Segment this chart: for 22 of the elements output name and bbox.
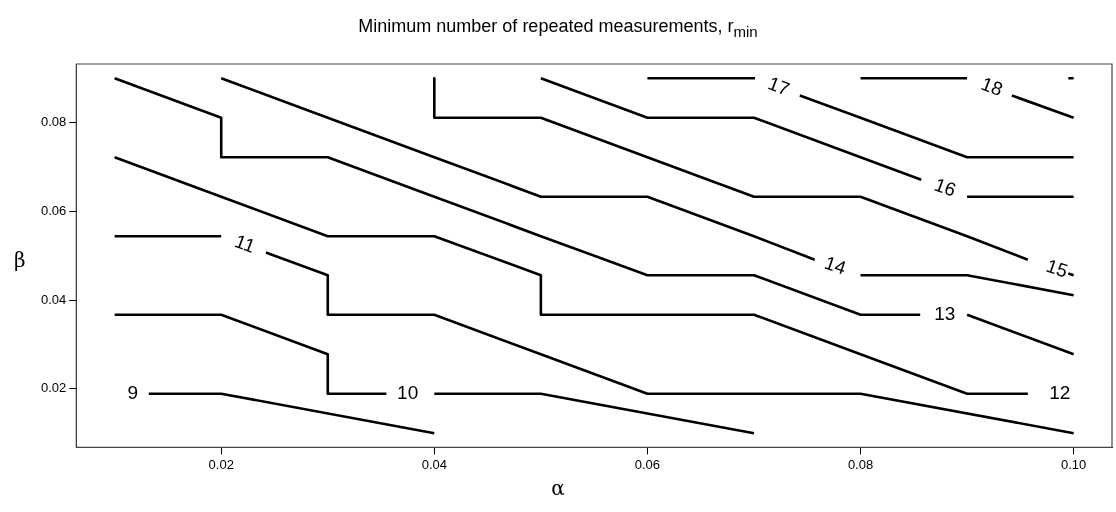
series-label: 10: [397, 381, 419, 403]
x-tick-label: 0.08: [847, 456, 874, 472]
series-label: 13: [934, 302, 956, 324]
y-tick-label: 0.04: [40, 291, 67, 307]
y-tick-label: 0.02: [40, 380, 67, 396]
text: 17: [765, 72, 793, 100]
x-tick-label: 0.04: [421, 456, 447, 472]
y-tick-label: 0.06: [40, 202, 67, 218]
series-label: 9: [127, 381, 139, 403]
text: 15: [1043, 254, 1071, 282]
x-tick-label: 0.10: [1060, 456, 1087, 472]
chart-title: Minimum number of repeated measurements, r$_{min}$: [357, 16, 759, 40]
text: 16: [931, 173, 959, 201]
y-axis-title: β: [14, 248, 26, 272]
series-label: 12: [1049, 381, 1071, 403]
x-tick-label: 0.06: [634, 456, 661, 472]
text: 14: [821, 252, 849, 279]
y-tick-label: 0.08: [40, 114, 67, 130]
x-tick-label: 0.02: [208, 456, 234, 472]
text: 18: [978, 72, 1006, 101]
text: 11: [232, 230, 258, 257]
x-axis-title: α: [550, 476, 566, 500]
